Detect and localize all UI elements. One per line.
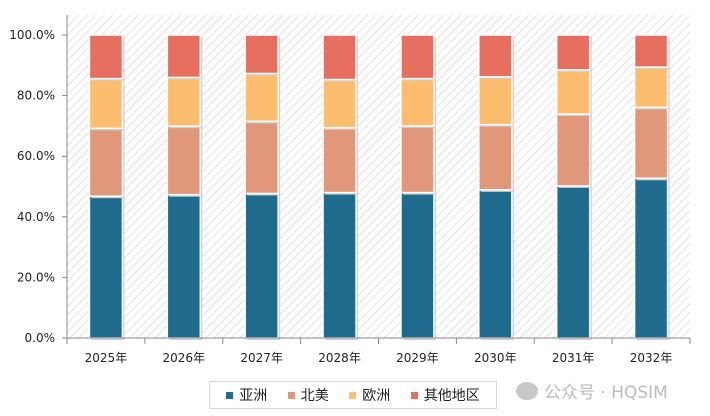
- y-tick-label: 80.0%: [17, 89, 55, 103]
- wechat-icon: [516, 381, 538, 400]
- legend-item: 其他地区: [410, 385, 480, 405]
- watermark: 公众号 · HQSIM: [516, 378, 668, 403]
- bar-segment-2025年-亚洲: [88, 195, 124, 339]
- bar-segment-2026年-亚洲: [166, 193, 202, 339]
- bar-segment-2025年-欧洲: [88, 77, 124, 130]
- legend-swatch: [226, 391, 234, 399]
- bar-segment-2031年-其他地区: [555, 34, 591, 71]
- bar-segment-2029年-欧洲: [400, 77, 435, 127]
- y-tick-label: 60.0%: [17, 149, 55, 163]
- x-tick-label: 2026年: [163, 351, 206, 365]
- legend-swatch: [349, 391, 357, 399]
- bar-segment-2027年-亚洲: [244, 192, 279, 339]
- bar-segment-2031年-亚洲: [555, 185, 591, 339]
- bar-segment-2032年-其他地区: [633, 34, 669, 68]
- bar-segment-2025年-其他地区: [88, 34, 124, 80]
- legend-label: 亚洲: [239, 388, 268, 404]
- bar-segment-2025年-北美: [88, 127, 124, 197]
- x-tick-label: 2030年: [474, 351, 517, 365]
- y-tick-label: 20.0%: [17, 270, 55, 284]
- legend-item: 欧洲: [349, 385, 390, 405]
- x-tick-label: 2032年: [630, 351, 673, 365]
- x-tick-label: 2031年: [552, 351, 595, 365]
- x-tick-label: 2025年: [85, 351, 128, 365]
- legend-item: 亚洲: [226, 385, 267, 405]
- bar-segment-2026年-欧洲: [166, 76, 202, 127]
- bar-segment-2031年-北美: [555, 113, 591, 187]
- bar-segment-2030年-欧洲: [478, 76, 513, 126]
- legend-label: 其他地区: [423, 388, 480, 404]
- bar-segment-2032年-亚洲: [633, 177, 669, 339]
- plot-area: [67, 15, 690, 339]
- x-tick-label: 2028年: [318, 351, 361, 365]
- legend-swatch: [287, 391, 295, 399]
- bar-segment-2032年-欧洲: [633, 66, 669, 109]
- bar-segment-2027年-欧洲: [244, 72, 279, 123]
- bar-segment-2028年-欧洲: [322, 78, 357, 129]
- x-tick-label: 2027年: [240, 351, 283, 365]
- legend-item: 北美: [287, 385, 329, 405]
- legend-label: 北美: [300, 388, 329, 404]
- bar-segment-2027年-其他地区: [244, 34, 279, 75]
- bar-segment-2029年-北美: [400, 125, 435, 194]
- y-tick-label: 40.0%: [17, 210, 55, 224]
- bar-segment-2032年-北美: [633, 106, 669, 180]
- bar-segment-2027年-北美: [244, 120, 279, 195]
- bar-segment-2028年-北美: [322, 126, 357, 194]
- legend: 亚洲 北美 欧洲 其他地区: [209, 381, 497, 409]
- y-tick-label: 100.0%: [9, 28, 55, 42]
- bar-segment-2031年-欧洲: [555, 69, 591, 115]
- bar-segment-2030年-其他地区: [478, 34, 513, 78]
- legend-swatch: [410, 391, 418, 399]
- bar-segment-2028年-亚洲: [322, 191, 357, 339]
- bar-segment-2030年-北美: [478, 123, 513, 191]
- bar-segment-2026年-北美: [166, 125, 202, 196]
- bar-segment-2028年-其他地区: [322, 34, 357, 81]
- bar-segment-2029年-亚洲: [400, 191, 435, 339]
- stacked-bar-chart: 2025年 2026年 2027年 2028年 2029年 2030年 2031年 2032年…: [9, 15, 691, 365]
- x-tick-label: 2029年: [396, 351, 439, 365]
- y-tick-label: 0.0%: [25, 331, 56, 345]
- bar-segment-2029年-其他地区: [400, 34, 435, 80]
- legend-label: 欧洲: [362, 388, 391, 404]
- bar-segment-2030年-亚洲: [478, 189, 513, 339]
- bar-segment-2026年-其他地区: [166, 34, 202, 79]
- watermark-text: 公众号 · HQSIM: [544, 383, 668, 403]
